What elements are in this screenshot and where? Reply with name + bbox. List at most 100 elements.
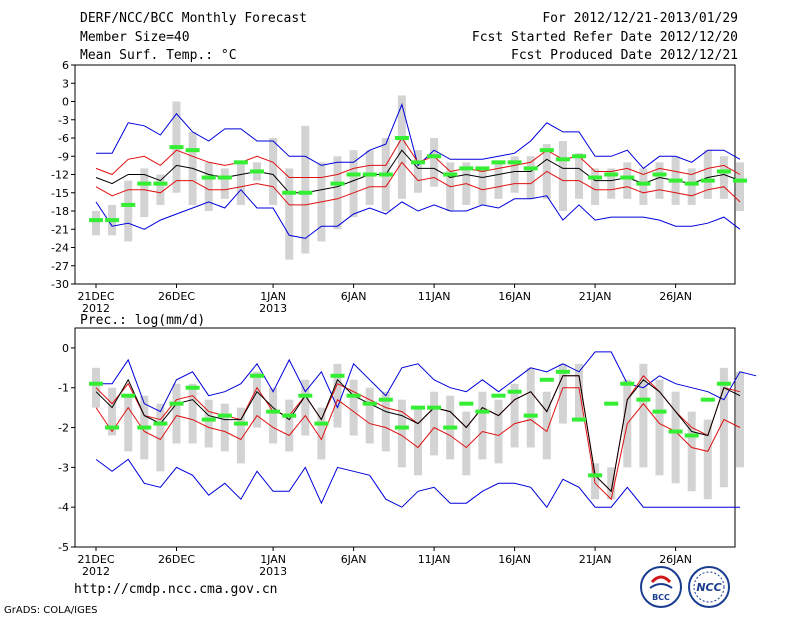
ensemble-bar: [301, 125, 310, 254]
x-tick-label: 26JAN: [659, 290, 692, 303]
observed-marker: [217, 413, 232, 418]
observed-marker: [539, 377, 554, 382]
observed-marker: [555, 157, 570, 162]
ensemble-bar: [365, 387, 374, 444]
x-year-label: 2012: [82, 302, 110, 315]
y-tick-label: -3: [58, 461, 69, 474]
y-tick-label: -27: [51, 260, 69, 273]
ensemble-bar: [285, 168, 294, 260]
variable-label: Mean Surf. Temp.: °C: [80, 48, 237, 63]
y-tick-label: -1: [58, 382, 69, 395]
observed-marker: [378, 172, 393, 177]
ensemble-bar: [333, 363, 342, 428]
y-tick-label: -15: [51, 187, 69, 200]
observed-marker: [362, 401, 377, 406]
y-tick-label: -9: [58, 150, 69, 163]
observed-marker: [233, 421, 248, 426]
observed-marker: [716, 169, 731, 174]
source-url[interactable]: http://cmdp.ncc.cma.gov.cn: [74, 582, 278, 597]
temperature-panel: 6 3 0 -3 -6 -9 -12 -15 -18 -21 -24 -27 -30 21DEC 26DEC…: [51, 59, 747, 315]
observed-marker: [700, 178, 715, 183]
x-year-label: 2012: [82, 565, 110, 578]
observed-marker: [250, 169, 264, 174]
ensemble-bar: [397, 399, 406, 468]
ensemble-bar: [349, 150, 358, 218]
ensemble-bar: [655, 162, 664, 199]
ensemble-bar: [719, 156, 728, 199]
observed-marker: [475, 409, 490, 414]
observed-marker: [733, 178, 747, 183]
observed-marker: [668, 429, 683, 434]
ensemble-bar: [301, 379, 310, 436]
observed-marker: [282, 190, 297, 195]
x-tick-label: 11JAN: [418, 553, 451, 566]
observed-marker: [185, 148, 200, 153]
observed-marker: [169, 145, 184, 150]
observed-marker: [443, 172, 458, 177]
observed-marker: [572, 154, 586, 159]
observed-marker: [507, 160, 522, 165]
ensemble-bar: [204, 162, 213, 211]
produced-date: Fcst Produced Date 2012/12/21: [511, 48, 738, 63]
ensemble-bar: [140, 168, 149, 218]
observed-marker: [491, 160, 506, 165]
ensemble-bar: [220, 403, 229, 452]
observed-marker: [588, 175, 603, 180]
observed-marker: [121, 393, 136, 398]
ensemble-bar: [510, 383, 519, 448]
plot-frame: [74, 327, 736, 548]
ensemble-bar: [204, 399, 213, 448]
ensemble-bar: [317, 407, 326, 460]
observed-marker: [153, 181, 168, 186]
ensemble-bar: [478, 168, 487, 205]
ensemble-bar: [333, 156, 342, 230]
observed-marker: [121, 202, 136, 207]
ensemble-bar: [172, 383, 181, 444]
observed-marker: [459, 401, 474, 406]
ensemble-bar: [414, 150, 422, 193]
ensemble-bar: [349, 379, 358, 436]
ensemble-bar: [365, 150, 374, 205]
observed-marker: [105, 218, 120, 223]
ensemble-bar: [124, 395, 133, 452]
y-tick-label: -30: [51, 278, 69, 291]
observed-marker: [700, 397, 715, 402]
observed-marker: [491, 393, 506, 398]
observed-marker: [185, 385, 200, 390]
observed-marker: [475, 166, 490, 171]
observed-marker: [427, 405, 442, 410]
observed-marker: [652, 172, 667, 177]
ensemble-bar: [108, 387, 117, 436]
observed-marker: [169, 401, 184, 406]
observed-marker: [572, 417, 586, 422]
precip-panel-title: Prec.: log(mm/d): [80, 313, 205, 328]
observed-marker: [362, 172, 377, 177]
observed-marker: [636, 397, 651, 402]
ensemble-bar: [591, 168, 600, 205]
observed-marker: [555, 369, 570, 374]
observed-marker: [459, 166, 474, 171]
observed-marker: [427, 154, 442, 159]
observed-marker: [266, 409, 281, 414]
observed-marker: [233, 160, 248, 165]
ensemble-bar: [414, 407, 422, 476]
ensemble-bar: [558, 141, 567, 211]
y-tick-label: 6: [62, 59, 69, 72]
observed-marker: [217, 175, 232, 180]
y-tick-label: -18: [51, 205, 69, 218]
ensemble-bar: [736, 371, 744, 468]
ensemble-bar: [430, 391, 439, 456]
x-year-label: 2013: [259, 302, 287, 315]
x-tick-label: 6JAN: [341, 553, 367, 566]
x-tick-label: 26DEC: [158, 553, 195, 566]
y-tick-label: -21: [51, 223, 69, 236]
observed-marker: [346, 393, 361, 398]
max-line: [96, 351, 757, 413]
bcc-logo: BCC: [640, 566, 682, 608]
ensemble-bar: [703, 419, 712, 500]
ensemble-bar: [623, 162, 632, 199]
lower-spread-line: [95, 161, 741, 206]
ensemble-bar: [639, 168, 648, 205]
observed-marker: [652, 409, 667, 414]
